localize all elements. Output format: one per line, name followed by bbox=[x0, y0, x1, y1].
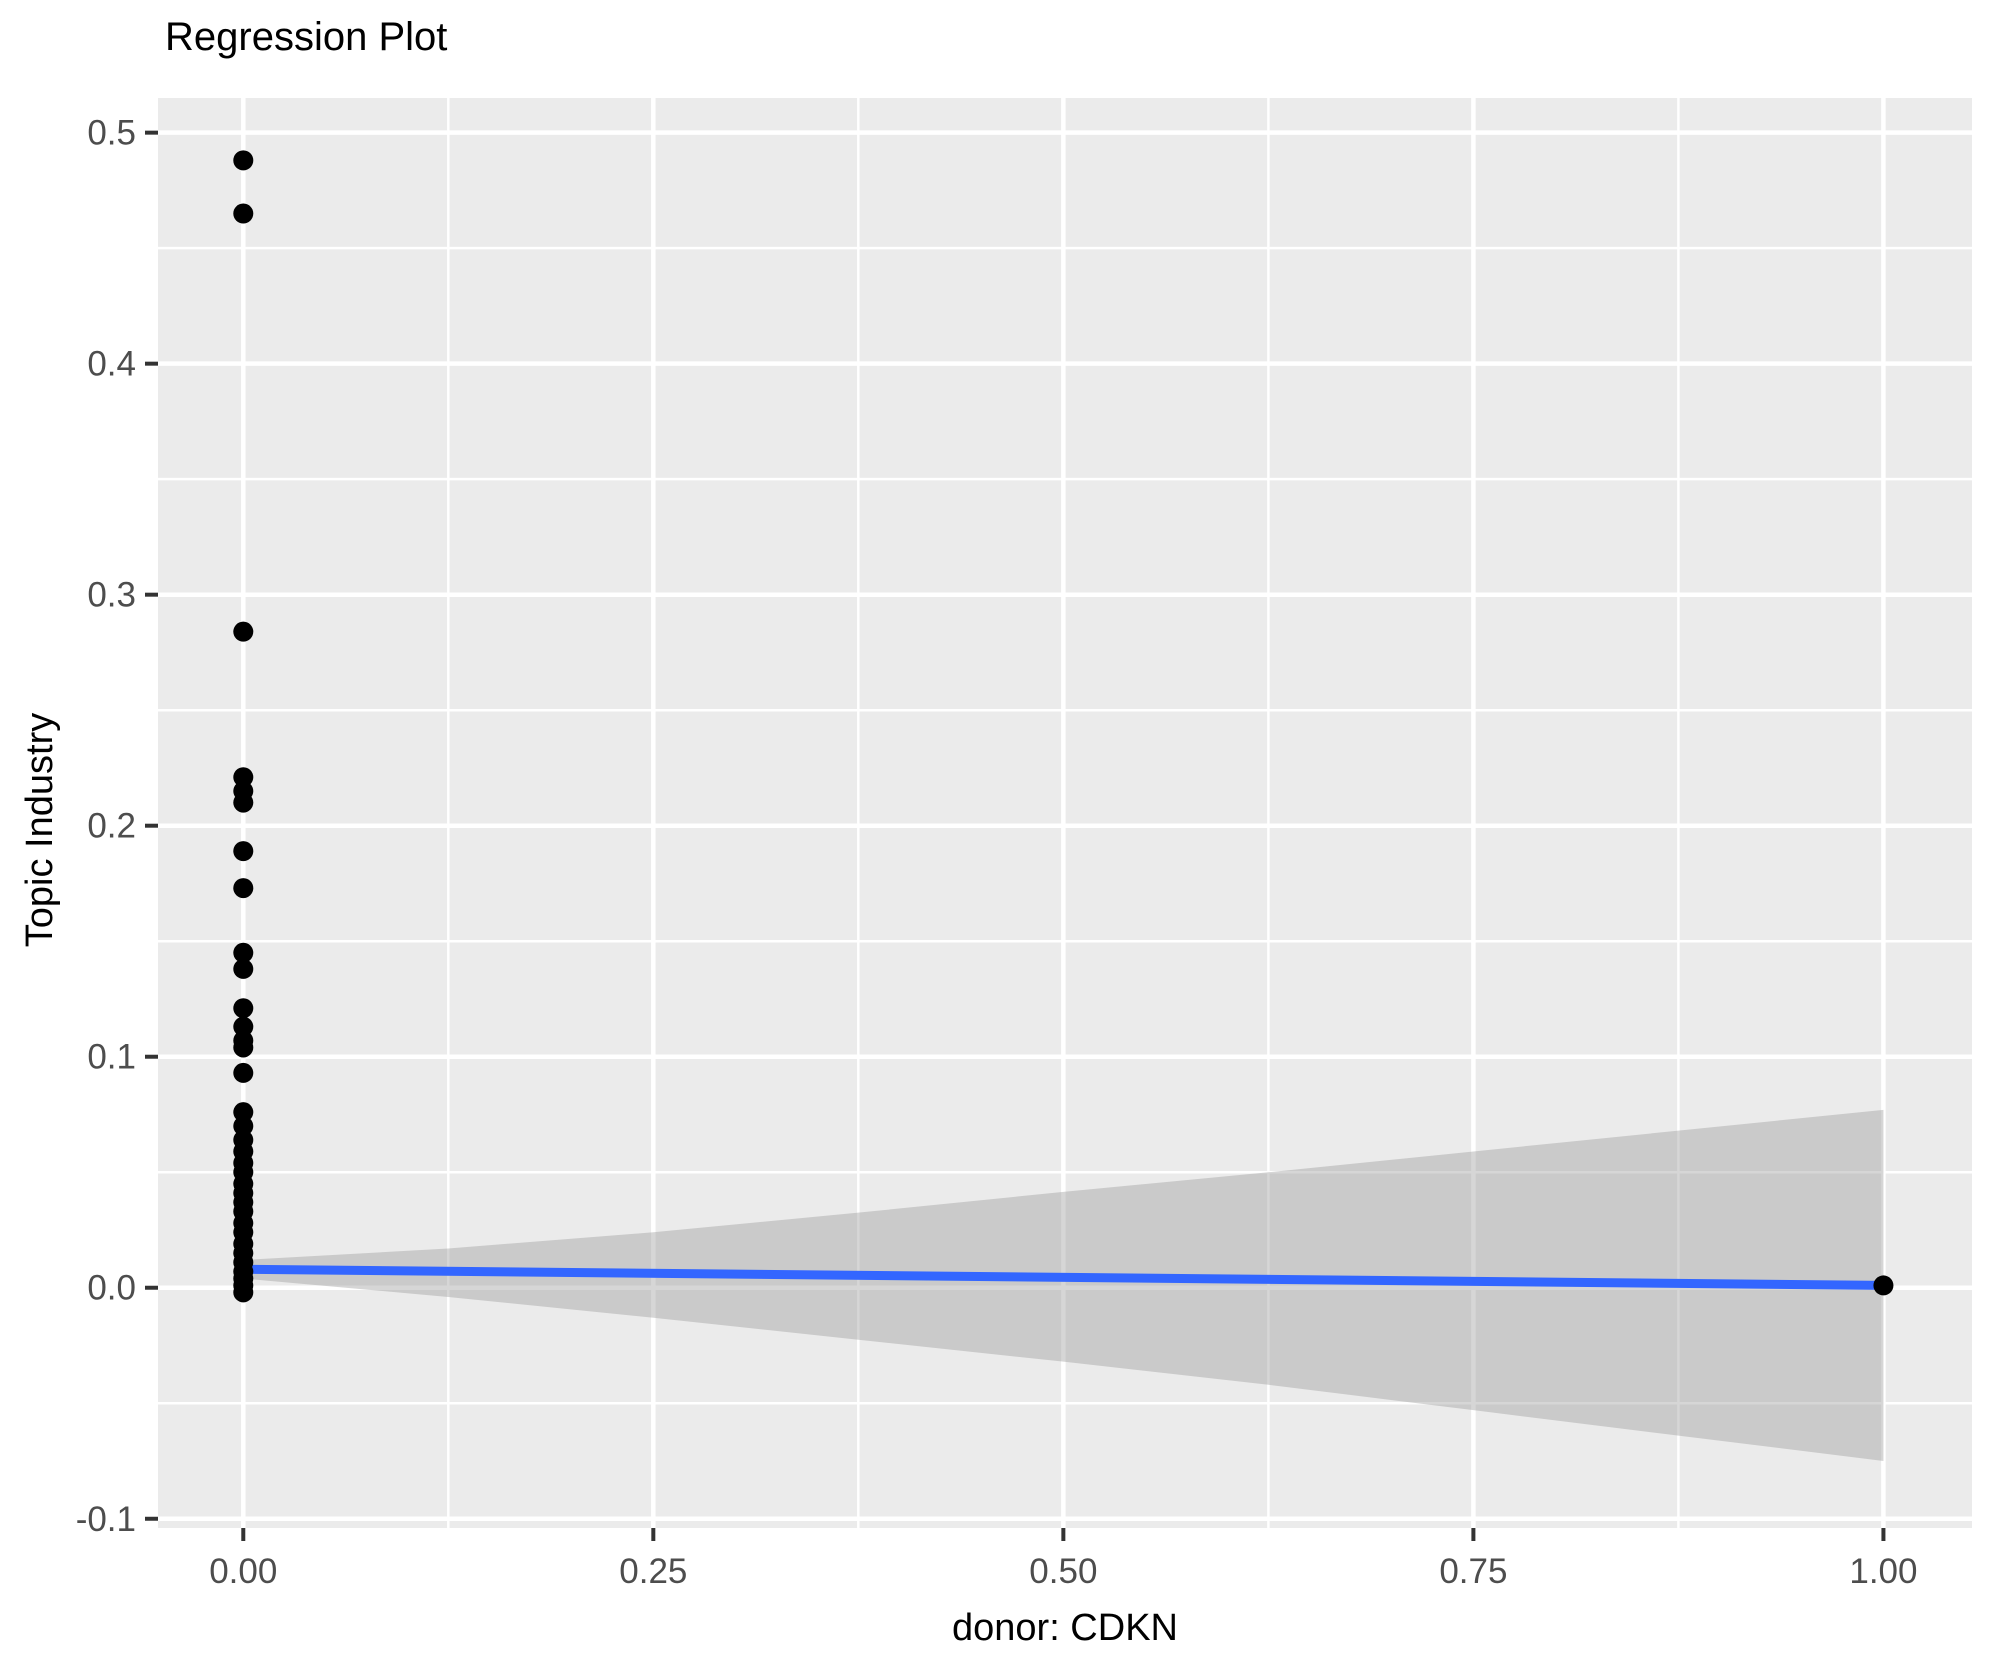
x-tick-label: 1.00 bbox=[1849, 1552, 1917, 1591]
y-tick-label: 0.4 bbox=[87, 345, 136, 384]
y-tick-label: 0.1 bbox=[87, 1038, 136, 1077]
axis-tick-marks bbox=[145, 130, 1886, 1541]
data-point bbox=[233, 621, 254, 642]
axis-tick-labels: 0.00 0.25 0.50 0.75 1.00 -0.1 0.0 0.1 0.2 0.3 0.4 0… bbox=[76, 114, 1918, 1591]
y-tick-label: 0.2 bbox=[87, 807, 136, 846]
data-point bbox=[233, 1102, 254, 1123]
data-point bbox=[233, 1037, 254, 1058]
y-axis-title: Topic Industry bbox=[19, 713, 61, 947]
data-point bbox=[233, 1062, 254, 1083]
y-tick-label: 0.5 bbox=[87, 114, 136, 153]
plot-title: Regression Plot bbox=[165, 15, 447, 59]
data-point bbox=[233, 1282, 254, 1303]
data-point bbox=[233, 203, 254, 224]
regression-line bbox=[238, 1264, 1888, 1290]
scatter-points bbox=[233, 150, 1894, 1303]
data-point bbox=[233, 958, 254, 979]
data-point bbox=[233, 150, 254, 171]
data-point bbox=[233, 792, 254, 813]
data-point bbox=[233, 942, 254, 963]
data-point bbox=[233, 1016, 254, 1037]
data-point bbox=[233, 998, 254, 1019]
data-point bbox=[233, 767, 254, 788]
y-tick-label: -0.1 bbox=[76, 1500, 136, 1539]
data-point bbox=[1873, 1275, 1894, 1296]
x-tick-label: 0.50 bbox=[1029, 1552, 1097, 1591]
data-point bbox=[233, 1116, 254, 1137]
x-tick-label: 0.25 bbox=[619, 1552, 687, 1591]
x-tick-label: 0.75 bbox=[1439, 1552, 1507, 1591]
y-tick-label: 0.0 bbox=[87, 1269, 136, 1308]
data-point bbox=[233, 878, 254, 899]
x-tick-label: 0.00 bbox=[209, 1552, 277, 1591]
confidence-ribbon bbox=[243, 1109, 1884, 1462]
x-axis-title: donor: CDKN bbox=[952, 1607, 1178, 1649]
y-tick-label: 0.3 bbox=[87, 576, 136, 615]
data-point bbox=[233, 841, 254, 862]
